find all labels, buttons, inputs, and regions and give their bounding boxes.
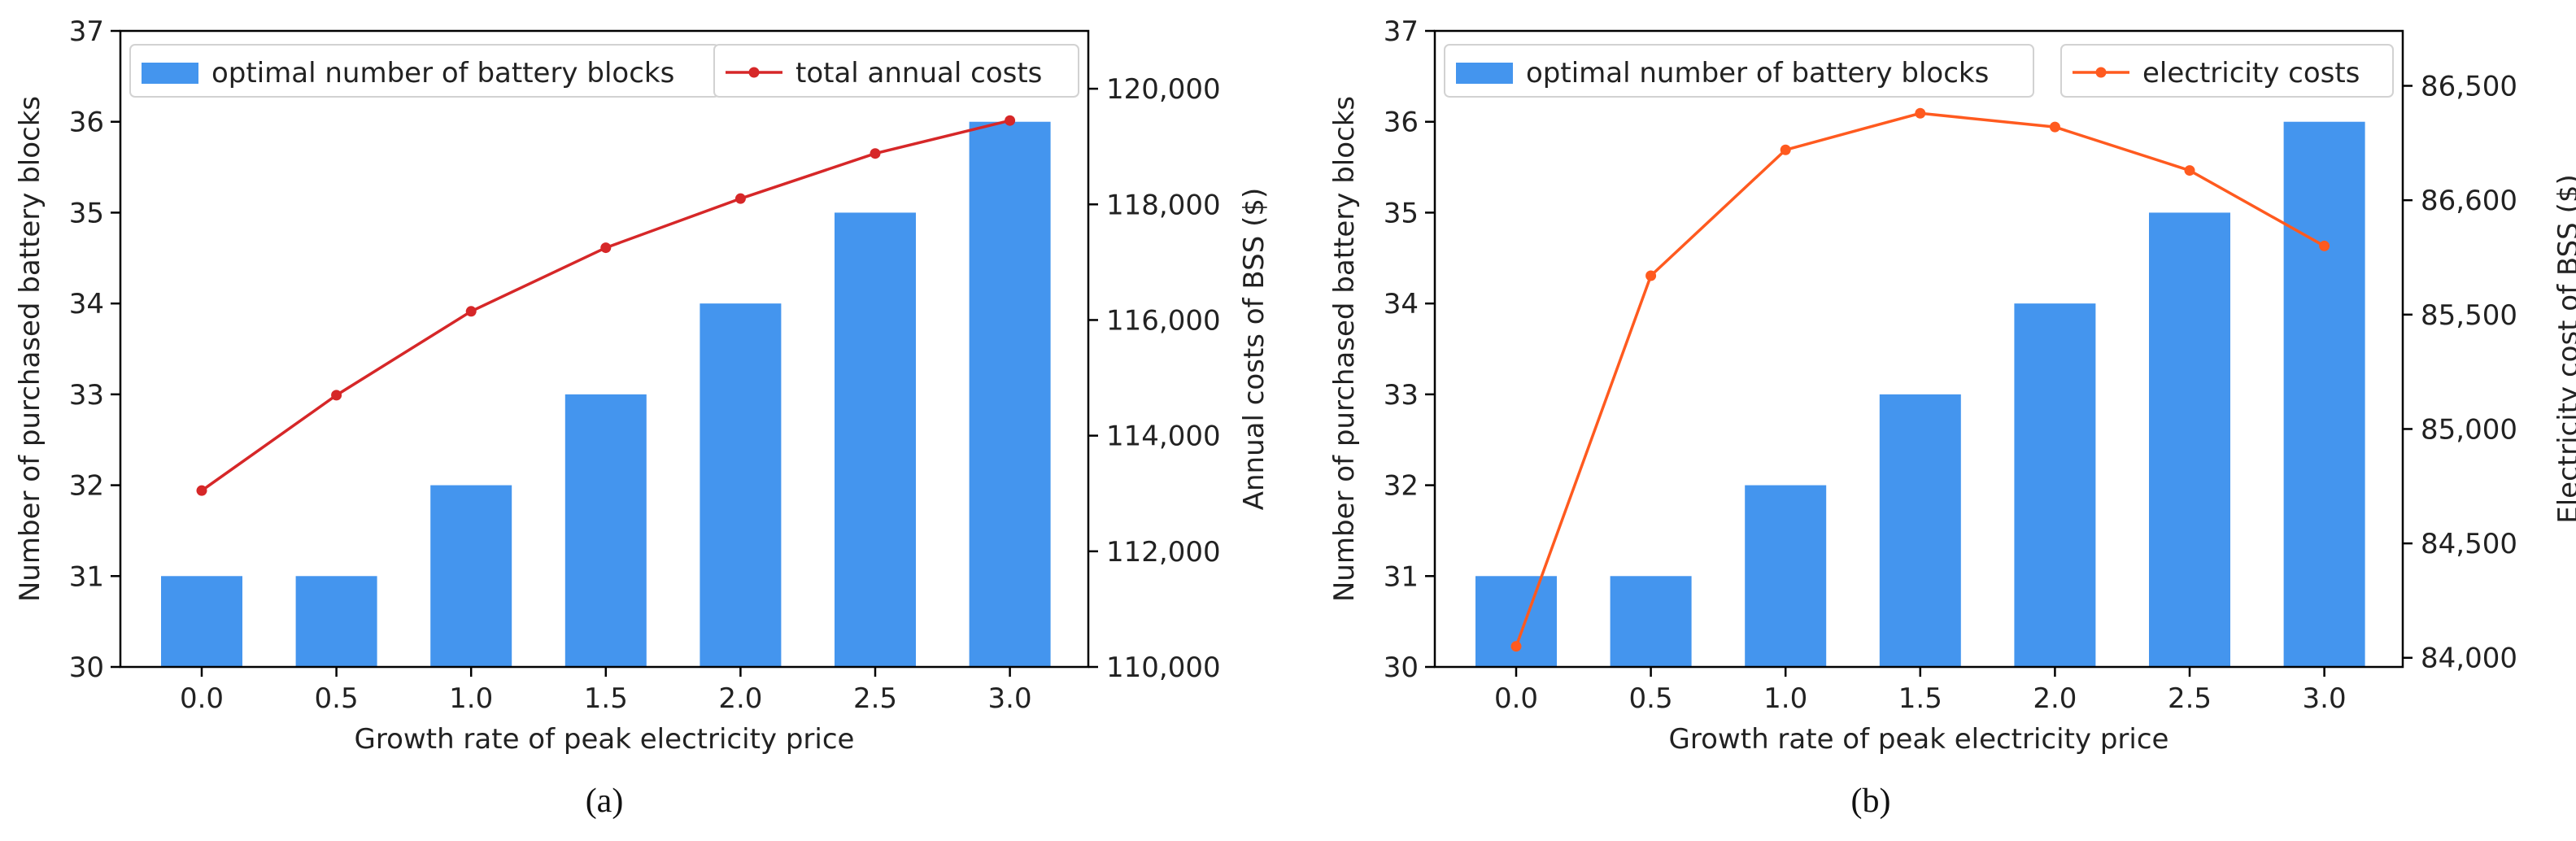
bar-2.5: [2149, 212, 2230, 667]
line-point-2.0: [734, 193, 746, 204]
x-tick-label: 3.0: [2303, 682, 2347, 715]
left-y-tick-label: 36: [69, 107, 104, 139]
legend-bar-swatch: [142, 63, 198, 84]
chart-panel-b: 0.0 0.5 1.0 1.5 2.0 2.5 3.0 30 31 32 33 34 35 36 37 84,…: [1328, 15, 2576, 820]
right-y-tick-label: 86,500: [2421, 71, 2517, 103]
x-tick-label: 0.0: [1494, 682, 1538, 715]
left-y-tick-label: 35: [69, 197, 104, 229]
left-y-tick-label: 30: [69, 651, 104, 684]
right-y-tick-label: 114,000: [1106, 420, 1221, 453]
bar-0.5: [295, 576, 377, 667]
x-tick-label: 0.5: [315, 682, 359, 715]
right-y-tick-label: 85,500: [2421, 299, 2517, 332]
left-y-tick-label: 33: [1384, 379, 1419, 412]
plot-frame: [1433, 29, 2404, 669]
line-point-0.0: [196, 485, 207, 496]
bar-1.5: [564, 394, 647, 667]
left-y-axis-label: Number of purchased battery blocks: [14, 96, 46, 602]
right-y-tick-label: 112,000: [1106, 536, 1221, 569]
bar-0.0: [1475, 576, 1557, 667]
legend-bar-label: optimal number of battery blocks: [211, 57, 674, 89]
x-tick-label: 1.5: [1898, 682, 1942, 715]
x-tick-label: 0.0: [180, 682, 224, 715]
left-y-tick-label: 30: [1384, 651, 1419, 684]
bar-3.0: [969, 121, 1051, 667]
panel-caption: (b): [1851, 782, 1891, 820]
line-point-3.0: [2319, 240, 2330, 251]
left-y-tick-label: 36: [1384, 107, 1419, 139]
bar-1.0: [430, 485, 512, 667]
legend-line-label: electricity costs: [2142, 57, 2360, 89]
x-tick-label: 3.0: [988, 682, 1032, 715]
line-point-1.0: [1780, 144, 1791, 155]
bar-2.5: [835, 212, 916, 667]
legend-bar-box: [1444, 44, 2034, 98]
x-axis-label: Growth rate of peak electricity price: [1669, 723, 2169, 756]
line-point-3.0: [1005, 115, 1016, 126]
left-y-tick-label: 37: [69, 15, 104, 48]
right-y-tick-label: 118,000: [1106, 189, 1221, 221]
legend-bar-label: optimal number of battery blocks: [1526, 57, 1989, 89]
left-y-tick-label: 33: [69, 379, 104, 412]
line-point-2.5: [2184, 165, 2195, 176]
left-y-tick-label: 37: [1384, 15, 1419, 48]
left-y-tick-label: 34: [69, 288, 104, 320]
x-tick-label: 2.0: [718, 682, 762, 715]
right-y-axis-label: Annual costs of BSS ($): [1238, 188, 1271, 511]
bar-0.0: [161, 576, 242, 667]
left-y-tick-label: 31: [69, 560, 104, 593]
legend-line-marker: [748, 67, 760, 78]
right-y-tick-label: 110,000: [1106, 651, 1221, 684]
right-y-tick-label: 116,000: [1106, 304, 1221, 337]
bar-1.0: [1745, 485, 1827, 667]
x-tick-label: 1.5: [584, 682, 628, 715]
line-point-1.0: [465, 306, 477, 317]
left-y-axis-label: Number of purchased battery blocks: [1328, 96, 1361, 602]
legend-line-box: [2060, 44, 2394, 98]
x-tick-label: 2.5: [2168, 682, 2212, 715]
right-y-tick-label: 120,000: [1106, 73, 1221, 106]
line-point-2.0: [2049, 121, 2060, 133]
bar-0.5: [1610, 576, 1692, 667]
legend-line-marker: [2095, 67, 2107, 78]
left-y-tick-label: 35: [1384, 197, 1419, 229]
line-point-0.0: [1510, 641, 1522, 652]
line-point-2.5: [870, 148, 881, 159]
chart-panel-a: 0.0 0.5 1.0 1.5 2.0 2.5 3.0 30 31 32 33 34 35 36 37 110…: [14, 15, 1271, 820]
x-axis-label: Growth rate of peak electricity price: [355, 723, 855, 756]
line-point-1.5: [1915, 107, 1926, 119]
left-y-tick-label: 32: [1384, 470, 1419, 503]
right-y-axis-label: Electricity cost of BSS ($): [2552, 174, 2576, 523]
panel-caption: (a): [586, 782, 624, 820]
left-y-tick-label: 34: [1384, 288, 1419, 320]
bar-2.0: [2014, 303, 2096, 667]
right-y-tick-label: 84,500: [2421, 528, 2517, 560]
bar-2.0: [700, 303, 782, 667]
plot-frame: [119, 29, 1090, 669]
bar-3.0: [2283, 121, 2365, 667]
x-tick-label: 2.0: [2033, 682, 2077, 715]
right-y-tick-label: 85,000: [2421, 413, 2517, 446]
legend-bar-swatch: [1456, 63, 1513, 84]
left-y-tick-label: 31: [1384, 560, 1419, 593]
bar-1.5: [1879, 394, 1961, 667]
right-y-tick-label: 84,000: [2421, 643, 2517, 675]
line-point-1.5: [600, 242, 612, 254]
left-y-tick-label: 32: [69, 470, 104, 503]
x-tick-label: 2.5: [853, 682, 897, 715]
x-tick-label: 1.0: [1763, 682, 1807, 715]
legend-line-box: [713, 44, 1079, 98]
line-point-0.5: [1645, 270, 1657, 281]
x-tick-label: 1.0: [449, 682, 493, 715]
legend-line-label: total annual costs: [795, 57, 1042, 89]
line-point-0.5: [331, 390, 342, 401]
x-tick-label: 0.5: [1629, 682, 1673, 715]
right-y-tick-label: 86,600: [2421, 185, 2517, 217]
